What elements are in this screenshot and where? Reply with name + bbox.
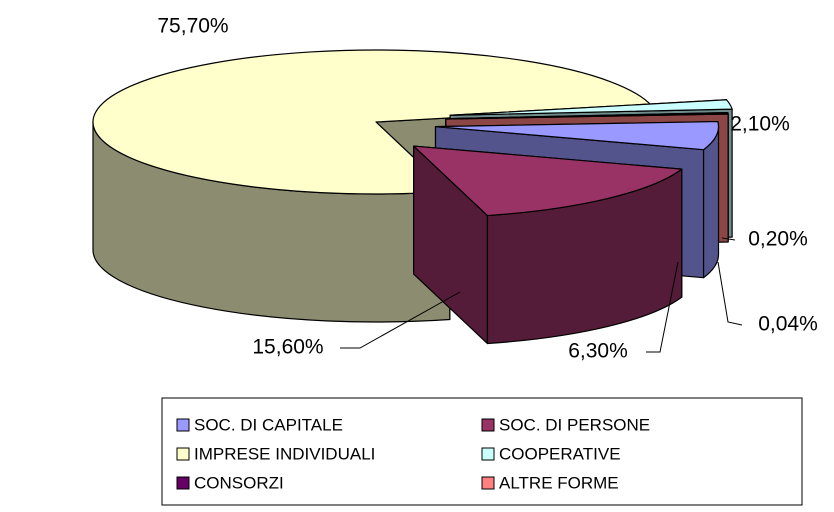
slice-side [702, 126, 720, 279]
leader-line [721, 237, 736, 241]
leader-line [646, 261, 679, 353]
slice-top [449, 99, 733, 116]
slice-top [413, 145, 683, 217]
legend-swatch [176, 476, 190, 490]
legend-swatch [481, 447, 495, 461]
legend-label: SOC. DI CAPITALE [194, 415, 343, 434]
slice-top [445, 113, 729, 120]
legend-swatch [481, 418, 495, 432]
slice-top [434, 120, 720, 151]
slice [413, 145, 683, 345]
legend-swatch [481, 476, 495, 490]
leader-line [340, 291, 461, 349]
legend-label: SOC. DI PERSONE [499, 415, 650, 434]
legend-swatch [176, 418, 190, 432]
legend-label: COOPERATIVE [499, 444, 621, 463]
legend-label: ALTRE FORME [499, 473, 619, 492]
legend-swatch [176, 447, 190, 461]
data-label: 0,04% [758, 313, 818, 336]
pie [92, 49, 733, 345]
data-label: 2,10% [730, 113, 790, 136]
slice-top [92, 49, 653, 195]
legend-label: CONSORZI [194, 473, 284, 492]
data-label: 75,70% [157, 15, 228, 38]
legend-label: IMPRESE INDIVIDUALI [194, 444, 375, 463]
data-label: 15,60% [252, 336, 323, 359]
leader-line [717, 261, 743, 326]
data-label: 0,20% [748, 228, 808, 251]
data-label: 6,30% [568, 340, 628, 363]
